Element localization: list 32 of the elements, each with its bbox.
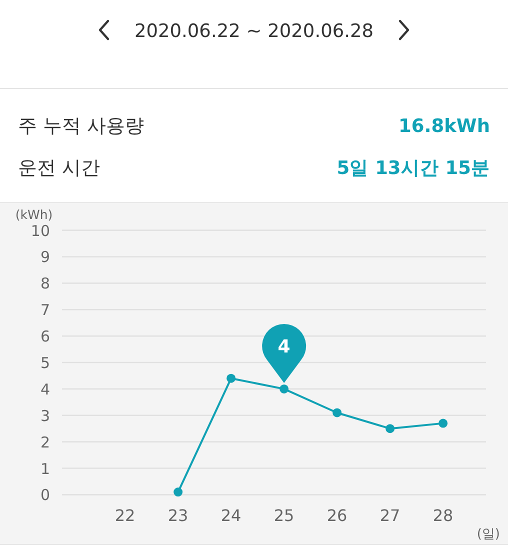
y-axis-title: (kWh) <box>15 207 53 222</box>
y-tick-label: 8 <box>40 274 50 293</box>
y-tick-label: 2 <box>40 433 50 452</box>
y-tick-label: 3 <box>40 406 50 425</box>
point <box>438 418 448 428</box>
text: 주 누적 사용량 <box>18 115 144 137</box>
x-tick-label: 22 <box>114 506 136 525</box>
x-tick-label: 28 <box>432 506 454 525</box>
y-tick-label: 4 <box>40 380 50 398</box>
text: 16.8kWh <box>398 116 490 137</box>
x-tick-label: 25 <box>274 506 294 525</box>
chart-title: 2020.06.22 ~ 2020.06.28 <box>134 21 374 42</box>
point <box>280 384 289 394</box>
x-tick-label: 23 <box>168 506 188 525</box>
point <box>174 488 183 497</box>
x-tick-label: 26 <box>326 506 348 525</box>
x-axis-title: (일) <box>476 527 500 542</box>
point <box>332 408 342 418</box>
y-tick-label: 1 <box>40 460 50 478</box>
y-tick-label: 5 <box>40 354 50 372</box>
point <box>226 374 236 383</box>
data-label: 4 <box>278 336 290 358</box>
point <box>386 424 395 434</box>
text: 5일 13시간 15분 <box>336 158 490 179</box>
text: 운전 시간 <box>18 157 100 179</box>
y-tick-label: 9 <box>40 248 50 266</box>
y-tick-label: 6 <box>40 328 50 346</box>
x-tick-label: 27 <box>380 506 400 525</box>
y-tick-label: 7 <box>40 301 50 320</box>
x-tick-label: 24 <box>220 506 242 525</box>
y-tick-label: 0 <box>40 486 50 504</box>
y-tick-label: 10 <box>30 222 50 240</box>
